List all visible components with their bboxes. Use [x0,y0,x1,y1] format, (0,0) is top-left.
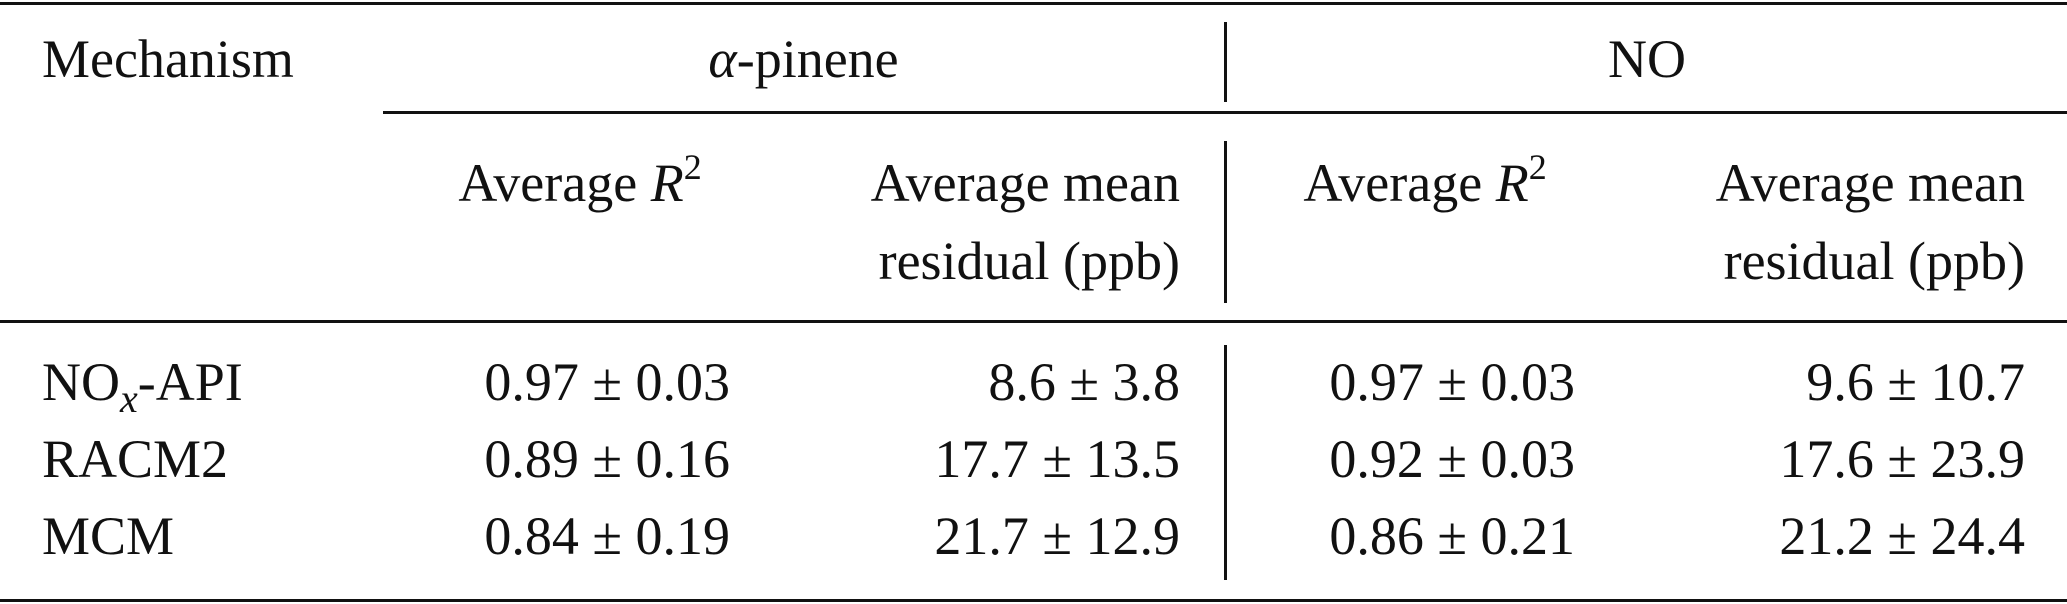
cell-alpha-residual: 17.7 ± 13.5 [934,429,1180,489]
avg-r2-var: R [650,153,684,213]
cell-no-residual: 9.6 ± 10.7 [1806,352,2025,412]
row-label-rest: -API [137,352,243,412]
header-rule [0,320,2067,323]
cell-alpha-residual: 8.6 ± 3.8 [988,352,1180,412]
row-label-main: RACM2 [42,429,229,489]
group-divider-body [1224,345,1227,580]
cell-no-residual: 17.6 ± 23.9 [1779,429,2025,489]
avg-r2-exp: 2 [1528,147,1547,187]
avg-r2-prefix: Average [458,153,651,213]
cell-alpha-r2: 0.89 ± 0.16 [484,429,730,489]
header-alpha-avg-r2: Average R2 [400,144,760,222]
header-mechanism: Mechanism [42,29,294,89]
cell-alpha-r2: 0.97 ± 0.03 [484,352,730,412]
alpha-symbol: α [708,29,737,89]
avg-res-line1: Average mean [870,153,1180,213]
row-label-main: MCM [42,506,175,566]
cell-no-r2: 0.97 ± 0.03 [1329,352,1575,412]
row-label-main: NO [42,352,120,412]
group-divider-sub [1224,141,1227,303]
row-label: RACM2 [42,420,228,498]
group-divider-top [1224,22,1227,102]
row-label: MCM [42,497,174,575]
header-alpha-avg-residual: Average mean residual (ppb) [760,144,1180,300]
row-label-sub: x [120,376,138,421]
cell-alpha-residual: 21.7 ± 12.9 [934,506,1180,566]
header-no: NO [1608,29,1686,89]
header-no-avg-r2: Average R2 [1245,144,1605,222]
cell-alpha-r2: 0.84 ± 0.19 [484,506,730,566]
cell-no-residual: 21.2 ± 24.4 [1779,506,2025,566]
avg-res-line2: residual (ppb) [878,231,1180,291]
bottom-rule [0,599,2067,602]
avg-r2-prefix: Average [1303,153,1496,213]
avg-r2-var: R [1495,153,1529,213]
row-label: NOx-API [42,343,243,421]
header-no-avg-residual: Average mean residual (ppb) [1605,144,2025,300]
group-rule [383,111,2067,114]
cell-no-r2: 0.92 ± 0.03 [1329,429,1575,489]
header-alpha-pinene: α-pinene [383,20,1224,98]
top-rule [0,2,2067,5]
cell-no-r2: 0.86 ± 0.21 [1329,506,1575,566]
avg-r2-exp: 2 [683,147,702,187]
avg-res-line2: residual (ppb) [1723,231,2025,291]
alpha-pinene-text: -pinene [736,29,899,89]
avg-res-line1: Average mean [1715,153,2025,213]
